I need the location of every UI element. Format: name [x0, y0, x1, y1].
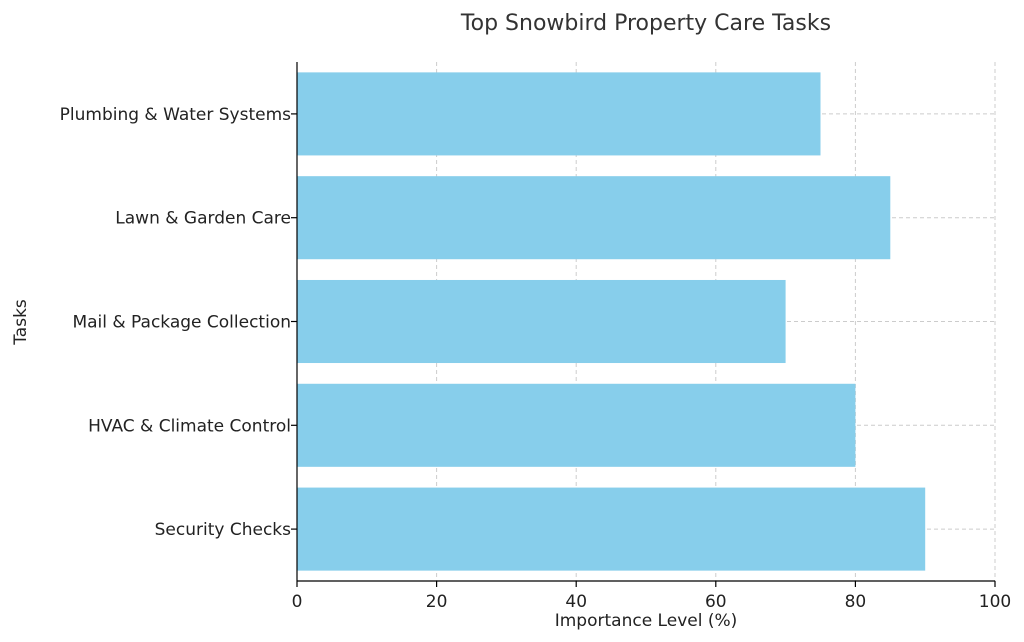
y-tick-label: Security Checks [155, 520, 292, 540]
x-tick-label: 20 [426, 592, 448, 612]
x-tick-label: 100 [979, 592, 1011, 612]
y-tick-label: Mail & Package Collection [72, 313, 291, 333]
tick-labels: 0 20 40 60 80 100 Security Checks HVAC & Climat… [60, 105, 1012, 612]
y-tick-label: HVAC & Climate Control [88, 416, 291, 436]
y-axis-label: Tasks [11, 299, 31, 346]
y-tick-label: Plumbing & Water Systems [60, 105, 292, 125]
bar [297, 383, 856, 467]
x-tick-label: 40 [565, 592, 587, 612]
bar [297, 176, 891, 260]
x-tick-label: 80 [845, 592, 867, 612]
x-tick-label: 0 [292, 592, 303, 612]
bar [297, 487, 926, 571]
bars [297, 72, 926, 571]
x-axis-label: Importance Level (%) [555, 611, 738, 631]
chart-title: Top Snowbird Property Care Tasks [460, 11, 831, 36]
bar [297, 279, 786, 364]
x-tick-label: 60 [705, 592, 727, 612]
bar [297, 72, 821, 156]
axes [291, 62, 996, 587]
y-tick-label: Lawn & Garden Care [115, 209, 291, 229]
